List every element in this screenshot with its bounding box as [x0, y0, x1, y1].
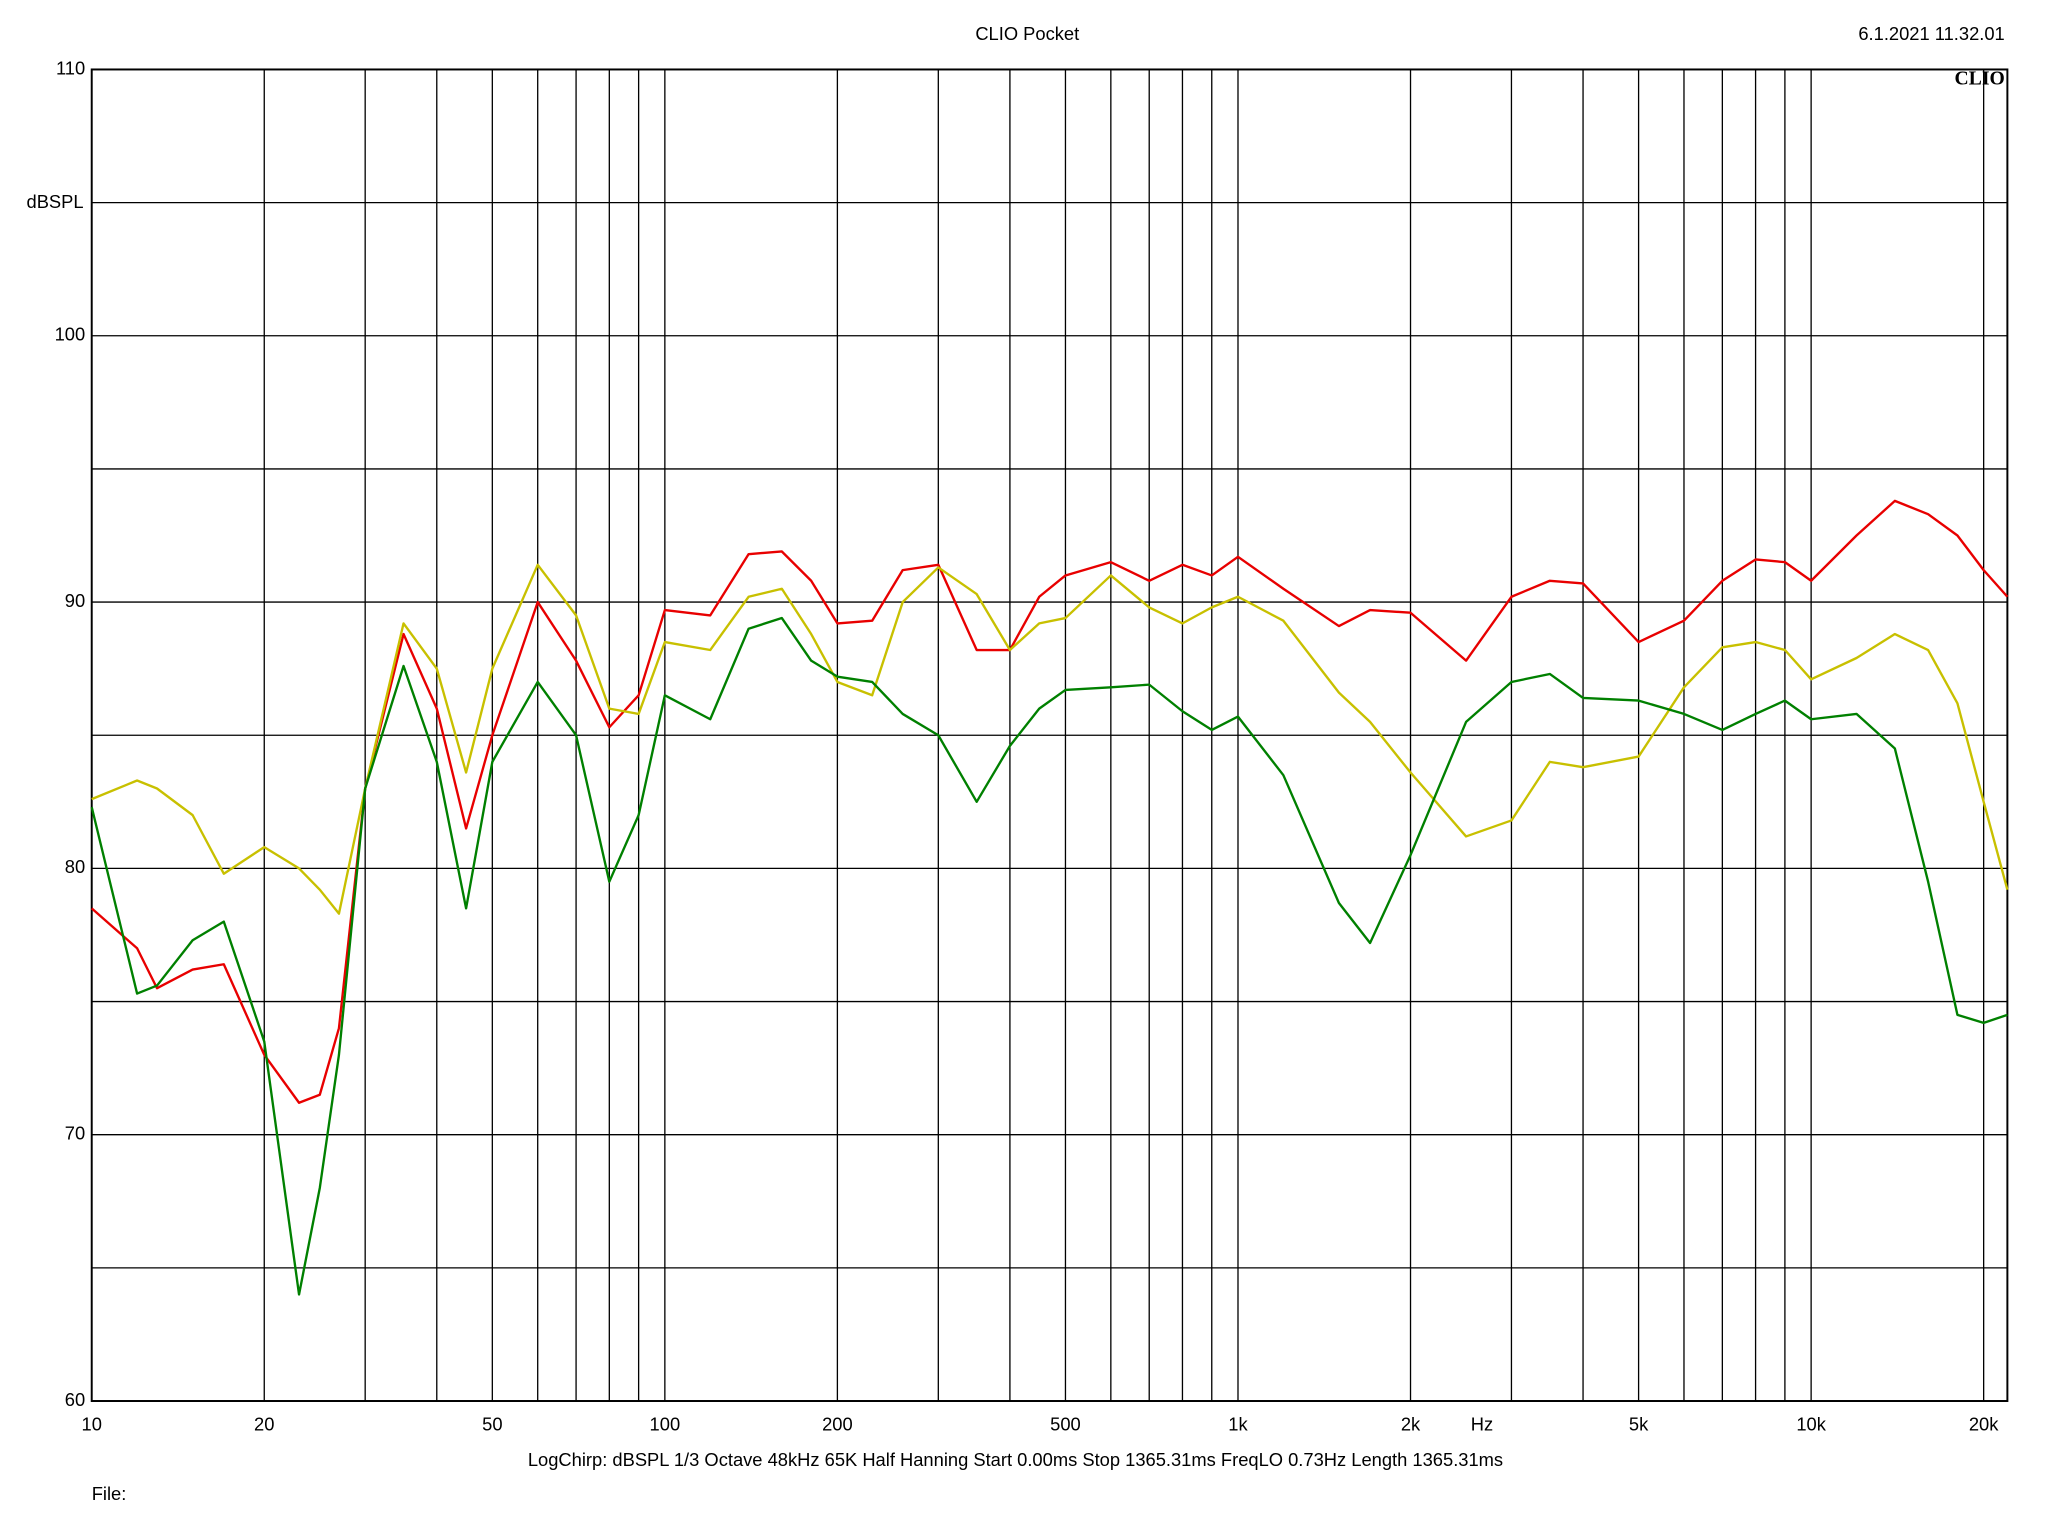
x-tick-label: 10	[82, 1414, 102, 1435]
measurement-info: LogChirp: dBSPL 1/3 Octave 48kHz 65K Hal…	[528, 1449, 1503, 1470]
timestamp: 6.1.2021 11.32.01	[1858, 23, 2004, 44]
x-tick-label: 500	[1050, 1414, 1081, 1435]
file-label: File:	[92, 1483, 127, 1504]
response-curve	[90, 616, 2008, 1296]
x-tick-label: 20k	[1969, 1414, 1999, 1435]
y-tick-label: 100	[55, 324, 86, 345]
chart-title: CLIO Pocket	[975, 23, 1079, 44]
y-axis-label: dBSPL	[27, 191, 84, 212]
y-tick-label: 80	[65, 856, 85, 877]
y-tick-label: 110	[56, 57, 85, 78]
x-tick-label: 50	[482, 1414, 502, 1435]
y-tick-label: 90	[65, 590, 85, 611]
response-curve	[91, 563, 2009, 915]
x-tick-label: 10k	[1796, 1414, 1826, 1435]
logo: CLIO	[1955, 67, 2005, 89]
x-tick-label: 100	[650, 1414, 681, 1435]
x-tick-label: 1k	[1228, 1414, 1248, 1435]
x-tick-label: 5k	[1629, 1414, 1649, 1435]
y-tick-label: 70	[65, 1123, 85, 1144]
x-tick-label: 200	[822, 1414, 853, 1435]
x-tick-label: 2k	[1401, 1414, 1421, 1435]
plot-frame	[90, 68, 2009, 1402]
x-axis-label: Hz	[1471, 1414, 1493, 1435]
x-tick-label: 20	[254, 1414, 274, 1435]
y-tick-label: 60	[65, 1389, 85, 1410]
